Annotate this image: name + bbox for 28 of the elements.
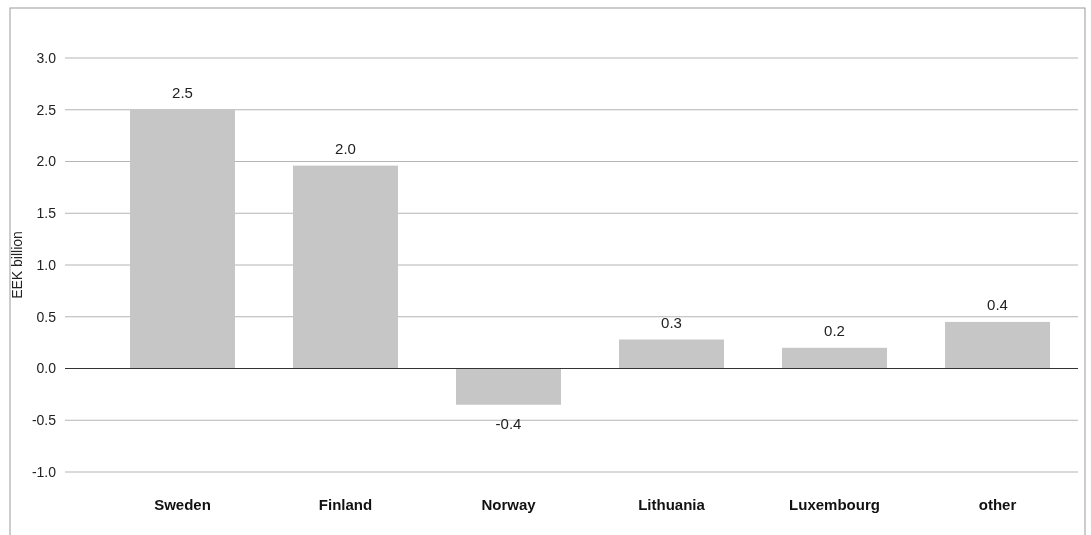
- y-tick-label: 0.5: [36, 308, 57, 325]
- y-tick-label: 2.5: [36, 101, 57, 118]
- bar: [945, 321, 1050, 369]
- y-tick-label: -1.0: [31, 463, 57, 480]
- y-tick-label: 1.0: [36, 256, 57, 273]
- data-label: 0.2: [824, 321, 845, 339]
- y-tick-label: -0.5: [31, 412, 57, 429]
- x-tick-label: Luxembourg: [789, 496, 880, 514]
- x-tick-label: Lithuania: [638, 496, 706, 514]
- data-label: 2.5: [172, 83, 193, 101]
- x-tick-label: other: [978, 496, 1017, 514]
- data-label: 2.0: [335, 139, 356, 157]
- data-label: 0.4: [987, 295, 1008, 313]
- bar: [619, 339, 724, 369]
- y-tick-label: 0.0: [36, 360, 57, 377]
- x-tick-label: Finland: [318, 496, 373, 514]
- y-tick-label: 1.5: [36, 205, 57, 222]
- data-label: -0.4: [495, 414, 522, 432]
- y-axis-title: EEK billion: [9, 231, 25, 299]
- bar: [782, 347, 887, 369]
- bar: [130, 109, 235, 369]
- y-tick-label: 3.0: [36, 49, 57, 66]
- data-label: 0.3: [661, 313, 682, 331]
- y-tick-label: 2.0: [36, 153, 57, 170]
- bar: [293, 165, 398, 369]
- x-tick-label: Sweden: [154, 496, 211, 514]
- bar: [456, 368, 561, 405]
- x-tick-label: Norway: [481, 496, 537, 514]
